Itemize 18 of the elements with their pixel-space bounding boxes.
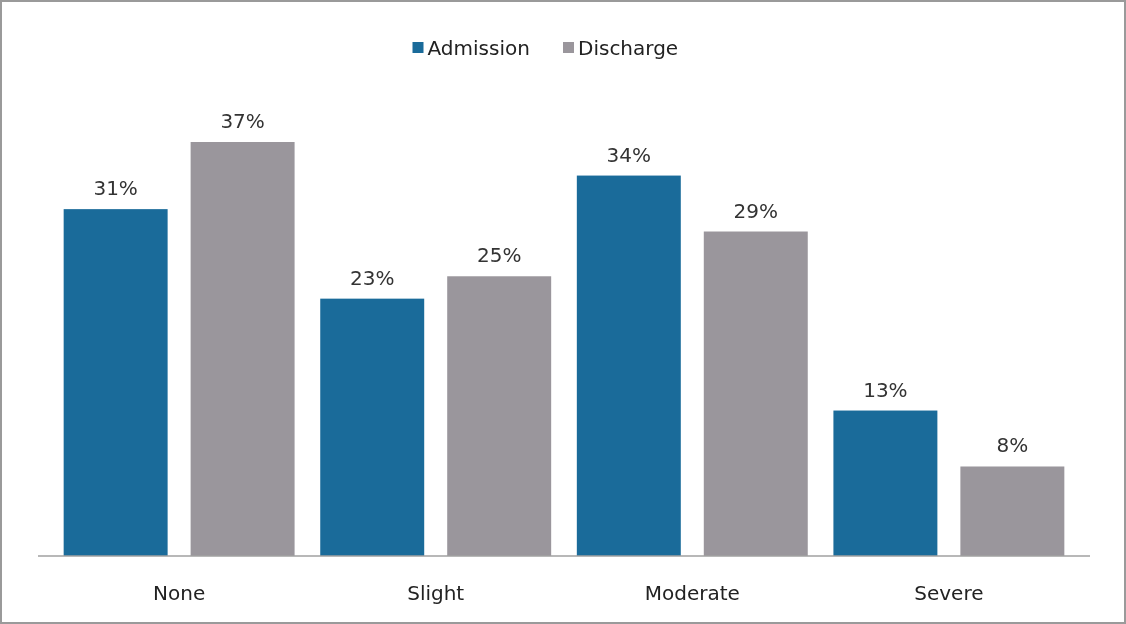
data-label: 29% (733, 198, 778, 223)
bar (320, 298, 425, 556)
data-label: 23% (350, 265, 395, 290)
x-tick-label: Moderate (644, 581, 740, 605)
legend-label: Discharge (578, 36, 679, 60)
x-tick-label: Severe (914, 581, 984, 605)
data-label: 8% (996, 433, 1029, 458)
data-label: 37% (220, 109, 265, 133)
data-label: 25% (476, 243, 522, 268)
bar (576, 175, 681, 556)
bar (833, 410, 938, 556)
data-label: 31% (93, 176, 138, 201)
data-label: 34% (606, 142, 652, 167)
x-tick-label: Slight (407, 581, 465, 605)
bar (63, 209, 168, 556)
x-tick-label: None (153, 581, 206, 605)
legend-label: Admission (427, 36, 530, 60)
data-label: 13% (863, 377, 908, 402)
